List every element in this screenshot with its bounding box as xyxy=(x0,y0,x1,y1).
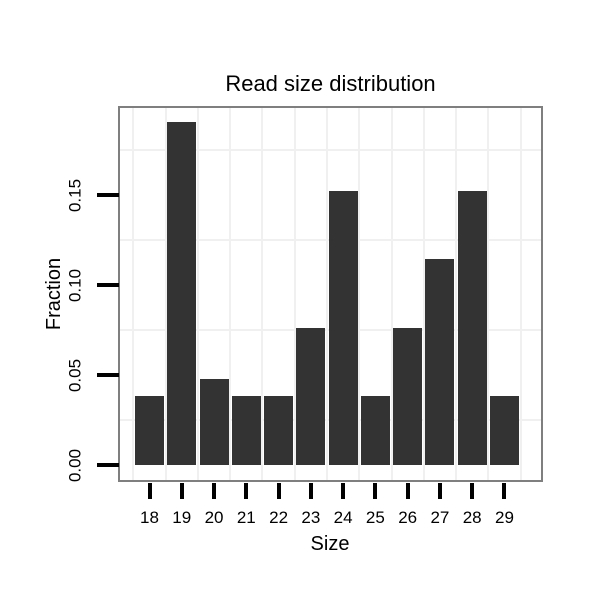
x-tick-label: 25 xyxy=(365,508,385,527)
bar-size-27 xyxy=(425,259,455,465)
x-tick-label: 23 xyxy=(301,508,321,527)
minor-gridline-horizontal xyxy=(120,149,541,151)
bar-size-18 xyxy=(135,396,164,465)
minor-gridline-vertical xyxy=(325,108,328,480)
bar-size-19 xyxy=(167,122,197,465)
minor-gridline-vertical xyxy=(261,108,264,480)
bar-size-24 xyxy=(328,190,358,465)
minor-gridline-vertical xyxy=(487,108,490,480)
x-tick-label: 26 xyxy=(398,508,418,527)
minor-gridline-vertical xyxy=(358,108,361,480)
x-tick xyxy=(502,483,507,499)
y-tick xyxy=(97,373,119,377)
bar-size-28 xyxy=(457,190,487,465)
x-tick xyxy=(437,483,442,499)
plot-panel xyxy=(118,106,543,482)
y-tick xyxy=(97,193,119,197)
bar-size-21 xyxy=(231,396,261,465)
x-tick-label: 20 xyxy=(204,508,224,527)
minor-gridline-vertical xyxy=(293,108,296,480)
bar-size-20 xyxy=(199,379,229,465)
x-tick-label: 28 xyxy=(462,508,482,527)
minor-gridline-vertical xyxy=(455,108,458,480)
x-tick xyxy=(147,483,152,499)
y-axis-title: Fraction xyxy=(43,257,65,331)
y-tick-label: 0.10 xyxy=(65,268,85,302)
x-tick-label: 19 xyxy=(172,508,192,527)
x-tick xyxy=(405,483,410,499)
x-tick xyxy=(276,483,281,499)
x-tick-label: 18 xyxy=(140,508,159,527)
minor-gridline-vertical xyxy=(519,108,522,480)
y-tick xyxy=(97,463,119,467)
bar-size-29 xyxy=(489,396,519,465)
y-tick-label: 0.00 xyxy=(65,448,85,482)
x-tick xyxy=(179,483,184,499)
x-tick xyxy=(212,483,217,499)
minor-gridline-vertical xyxy=(196,108,199,480)
x-tick xyxy=(373,483,378,499)
minor-gridline-vertical xyxy=(132,108,135,480)
minor-gridline-vertical xyxy=(229,108,232,480)
bar-size-26 xyxy=(393,327,423,465)
x-tick-label: 21 xyxy=(236,508,256,527)
x-tick xyxy=(244,483,249,499)
x-tick xyxy=(341,483,346,499)
x-axis-title: Size xyxy=(310,533,350,555)
minor-gridline-vertical xyxy=(422,108,425,480)
x-tick-label: 22 xyxy=(269,508,289,527)
minor-gridline-vertical xyxy=(390,108,393,480)
y-tick xyxy=(97,283,119,287)
y-tick-label: 0.05 xyxy=(65,358,85,392)
y-tick-label: 0.15 xyxy=(65,178,85,212)
x-tick-label: 24 xyxy=(333,508,353,527)
x-tick-label: 29 xyxy=(495,508,514,527)
bar-size-22 xyxy=(264,396,294,465)
x-tick xyxy=(308,483,313,499)
x-tick xyxy=(470,483,475,499)
minor-gridline-vertical xyxy=(164,108,167,480)
bar-size-23 xyxy=(296,327,326,465)
x-tick-label: 27 xyxy=(430,508,450,527)
bar-size-25 xyxy=(360,396,390,465)
chart-title: Read size distribution xyxy=(225,71,436,96)
